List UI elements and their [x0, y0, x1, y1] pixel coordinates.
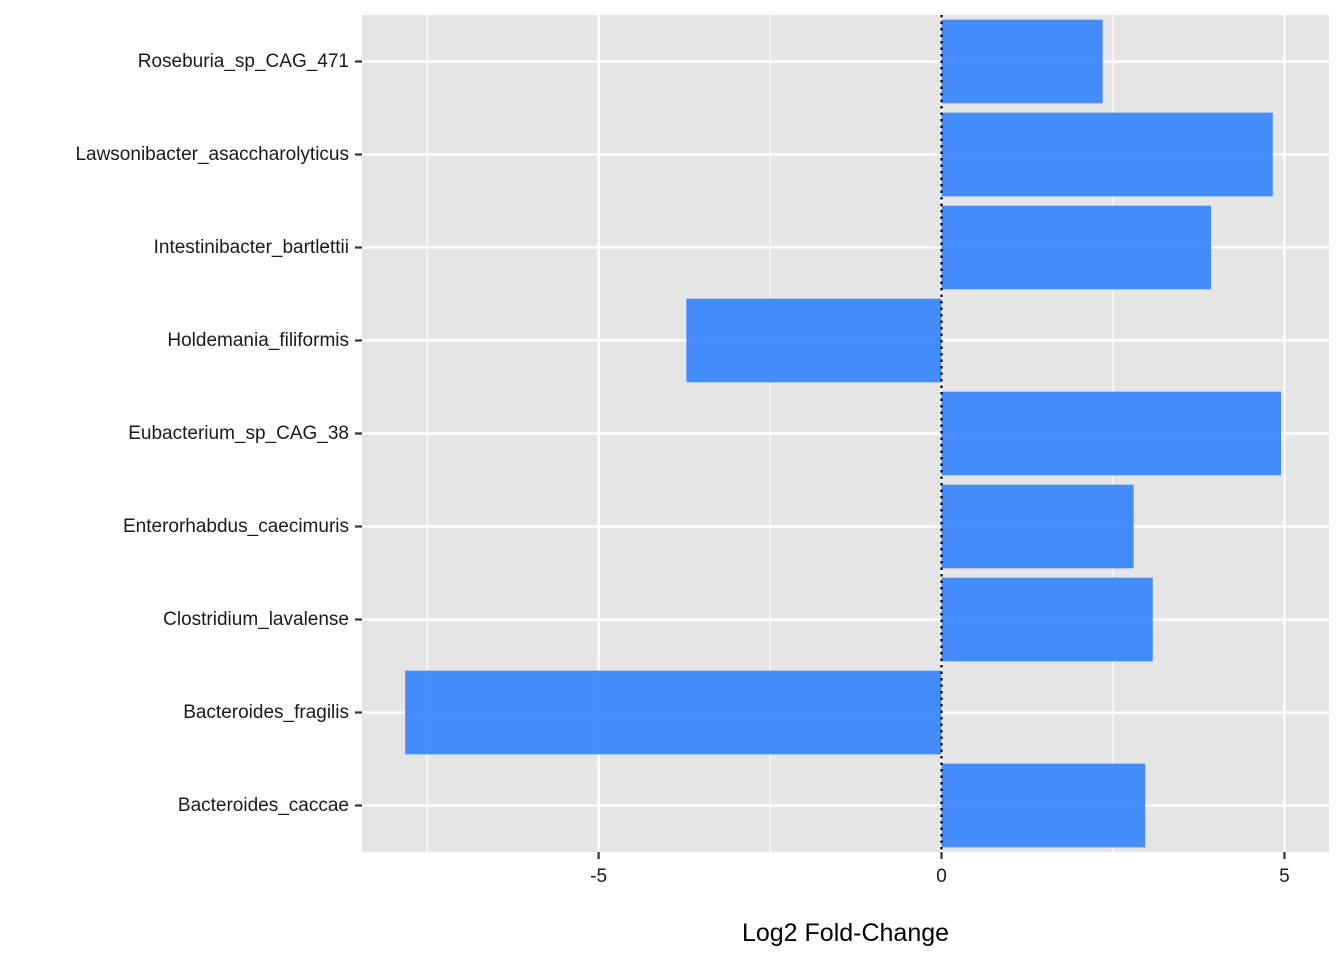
bar-Lawsonibacter_asaccharolyticus [941, 112, 1273, 197]
y-tick-label: Bacteroides_caccae [178, 795, 349, 816]
x-tick-label: 0 [936, 866, 947, 887]
bar-Bacteroides_caccae [941, 763, 1146, 848]
y-axis: Roseburia_sp_CAG_471 Lawsonibacter_asacch… [75, 51, 362, 816]
x-tick-label: 5 [1279, 866, 1290, 887]
y-tick-label: Roseburia_sp_CAG_471 [138, 51, 349, 72]
x-axis-title: Log2 Fold-Change [742, 919, 949, 947]
x-tick-label: -5 [590, 866, 607, 887]
bar-Roseburia_sp_CAG_471 [941, 19, 1103, 104]
y-tick-label: Lawsonibacter_asaccharolyticus [75, 144, 349, 165]
bar-Clostridium_lavalense [941, 577, 1153, 662]
bar-Intestinibacter_bartlettii [941, 205, 1212, 290]
x-axis: -5 0 5 [590, 852, 1290, 887]
bars [405, 19, 1281, 848]
bar-Enterorhabdus_caecimuris [941, 484, 1134, 569]
y-tick-label: Enterorhabdus_caecimuris [123, 516, 349, 537]
y-tick-label: Eubacterium_sp_CAG_38 [128, 423, 349, 444]
y-tick-label: Bacteroides_fragilis [183, 702, 349, 723]
y-tick-label: Intestinibacter_bartlettii [154, 237, 349, 258]
y-tick-label: Clostridium_lavalense [163, 609, 349, 630]
y-tick-label: Holdemania_filiformis [167, 330, 349, 351]
bar-Holdemania_filiformis [686, 298, 942, 383]
bar-Eubacterium_sp_CAG_38 [941, 391, 1281, 476]
bar-Bacteroides_fragilis [405, 670, 942, 755]
